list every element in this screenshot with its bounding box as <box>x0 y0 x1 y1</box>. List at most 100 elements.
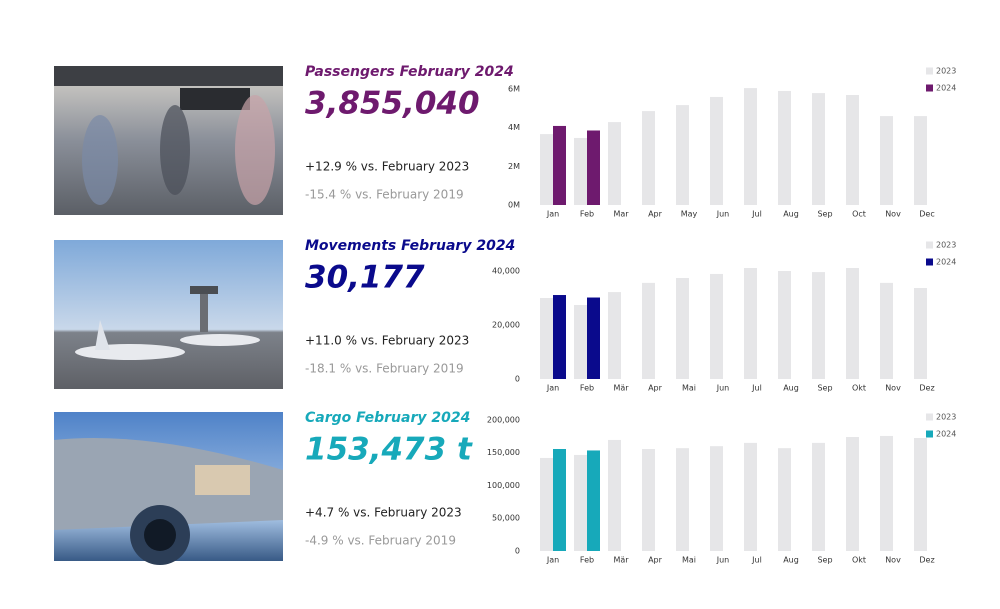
x-tick-label: Sep <box>817 210 832 219</box>
y-tick-label: 2M <box>508 162 520 171</box>
x-tick-label: Dez <box>919 556 934 565</box>
x-tick-label: Sep <box>817 384 832 393</box>
bar <box>574 305 587 379</box>
y-tick-label: 50,000 <box>492 514 520 523</box>
y-tick-label: 40,000 <box>492 267 520 276</box>
bar <box>608 122 621 205</box>
legend-swatch <box>926 413 933 421</box>
legend-label: 2023 <box>936 67 956 76</box>
bar <box>710 96 723 205</box>
y-tick-label: 4M <box>508 123 520 132</box>
bar <box>914 437 927 551</box>
bar <box>587 130 600 205</box>
bar <box>553 125 566 205</box>
bar <box>553 448 566 551</box>
bar <box>642 282 655 379</box>
bar <box>880 282 893 379</box>
x-tick-label: Apr <box>648 556 663 565</box>
legend-label: 2023 <box>936 241 956 250</box>
bar <box>846 268 859 379</box>
x-tick-label: Dez <box>919 384 934 393</box>
x-tick-label: Sep <box>817 556 832 565</box>
bar <box>914 288 927 379</box>
photo-airfield <box>54 240 283 389</box>
y-tick-label: 6M <box>508 85 520 94</box>
bar <box>676 278 689 379</box>
x-tick-label: Jul <box>751 384 762 393</box>
x-tick-label: Feb <box>580 384 594 393</box>
bar <box>553 295 566 379</box>
legend-swatch <box>926 258 933 266</box>
x-tick-label: Okt <box>852 556 866 565</box>
x-tick-label: Feb <box>580 556 594 565</box>
x-tick-label: Jul <box>751 210 762 219</box>
y-tick-label: 100,000 <box>487 481 520 490</box>
bar <box>574 454 587 551</box>
x-tick-label: Dec <box>919 210 934 219</box>
bar <box>608 292 621 379</box>
bar <box>846 437 859 551</box>
bar <box>676 448 689 551</box>
x-tick-label: Jun <box>716 384 730 393</box>
bar <box>812 442 825 551</box>
x-tick-label: Feb <box>580 210 594 219</box>
bar <box>880 116 893 205</box>
x-tick-label: Jan <box>546 556 559 565</box>
x-tick-label: Mar <box>613 210 629 219</box>
x-tick-label: Nov <box>885 556 901 565</box>
kpi-vs-2019: -15.4 % vs. February 2019 <box>305 188 464 202</box>
bar <box>812 272 825 379</box>
x-tick-label: Apr <box>648 210 663 219</box>
kpi-vs-2019: -4.9 % vs. February 2019 <box>305 534 456 548</box>
bar <box>540 134 553 205</box>
legend-label: 2023 <box>936 413 956 422</box>
x-tick-label: May <box>681 210 698 219</box>
kpi-vs-2023: +12.9 % vs. February 2023 <box>305 160 469 174</box>
y-tick-label: 20,000 <box>492 321 520 330</box>
legend-label: 2024 <box>936 84 956 93</box>
x-tick-label: Jan <box>546 210 559 219</box>
x-tick-label: Jun <box>716 556 730 565</box>
bar <box>710 446 723 551</box>
bar <box>778 448 791 551</box>
bar <box>540 457 553 551</box>
bar <box>812 93 825 205</box>
y-tick-label: 0M <box>508 201 520 210</box>
x-tick-label: Jan <box>546 384 559 393</box>
y-tick-label: 0 <box>515 547 520 556</box>
x-tick-label: Mär <box>613 384 629 393</box>
bar <box>744 442 757 551</box>
bar <box>608 439 621 551</box>
x-tick-label: Okt <box>852 384 866 393</box>
bar <box>744 88 757 205</box>
bar <box>914 116 927 205</box>
x-tick-label: Jul <box>751 556 762 565</box>
x-tick-label: Mai <box>682 556 696 565</box>
kpi-value: 153,473 t <box>305 432 473 468</box>
photo-cargo <box>54 412 283 565</box>
x-tick-label: Aug <box>783 210 799 219</box>
x-tick-label: Jun <box>716 210 730 219</box>
bar <box>676 105 689 205</box>
x-tick-label: Mär <box>613 556 629 565</box>
bar <box>587 297 600 379</box>
kpi-value: 3,855,040 <box>305 86 480 122</box>
legend-label: 2024 <box>936 430 956 439</box>
x-tick-label: Nov <box>885 384 901 393</box>
bar <box>778 271 791 379</box>
kpi-title: Movements February 2024 <box>305 238 515 254</box>
x-tick-label: Nov <box>885 210 901 219</box>
bar <box>540 298 553 379</box>
bar <box>574 137 587 205</box>
kpi-title: Cargo February 2024 <box>305 410 470 426</box>
legend-label: 2024 <box>936 258 956 267</box>
bar <box>846 95 859 205</box>
kpi-vs-2023: +11.0 % vs. February 2023 <box>305 334 469 348</box>
y-tick-label: 150,000 <box>487 448 520 457</box>
photo-terminal <box>54 66 283 215</box>
bar <box>880 435 893 551</box>
y-tick-label: 200,000 <box>487 415 520 424</box>
x-tick-label: Apr <box>648 384 663 393</box>
legend-swatch <box>926 84 933 92</box>
